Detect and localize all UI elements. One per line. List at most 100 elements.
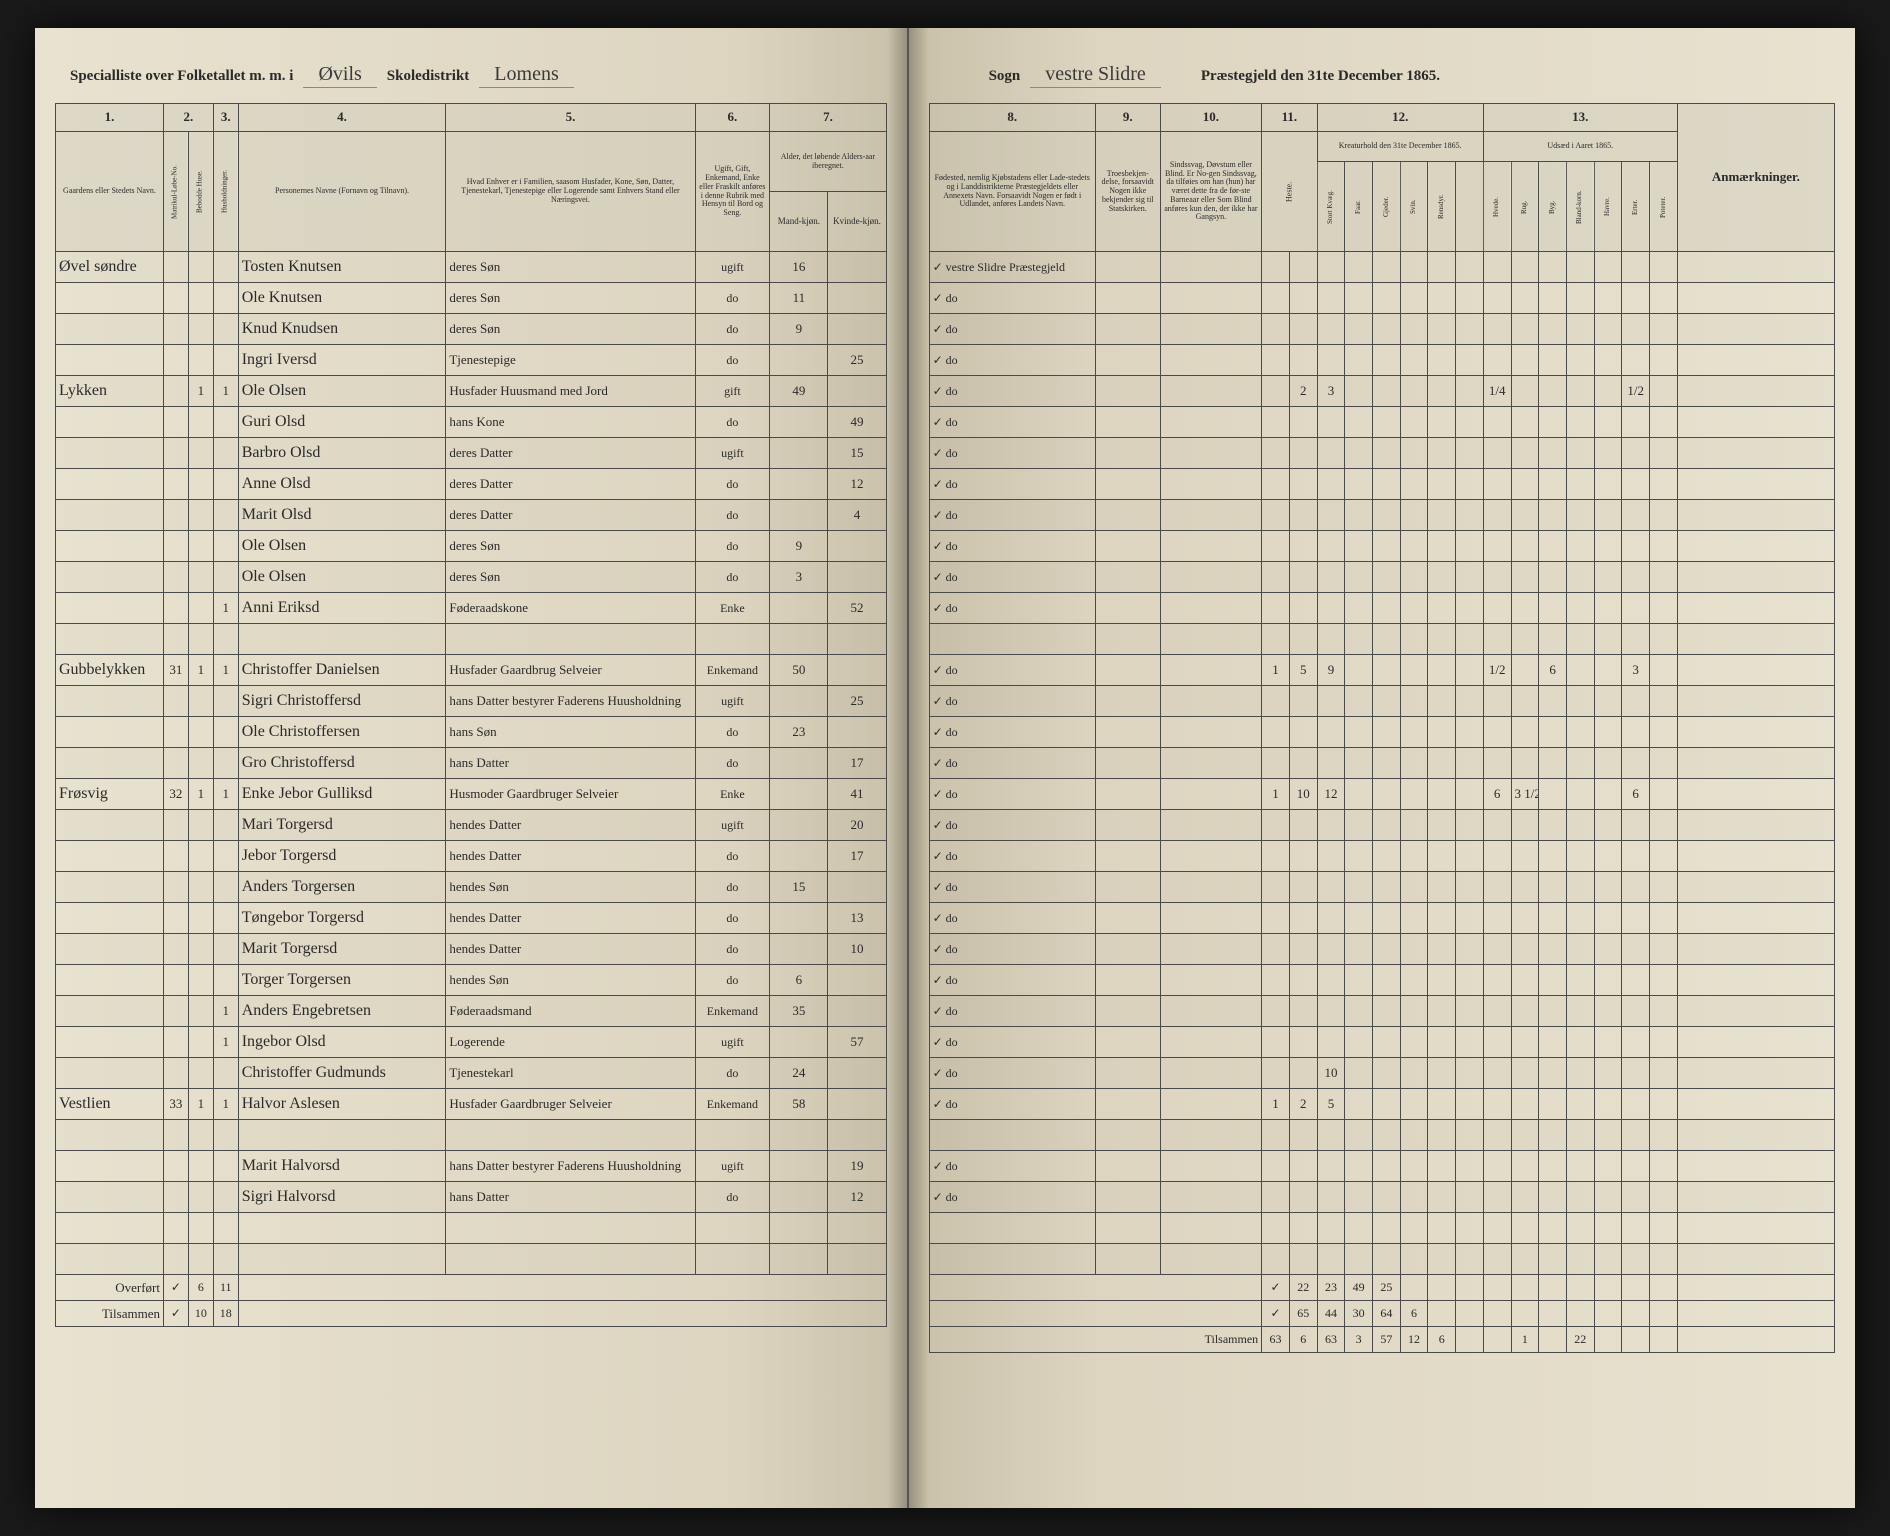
count-cell (1400, 965, 1428, 996)
age-f-cell (828, 1120, 886, 1151)
count-cell (1650, 748, 1678, 779)
table-row: Torger Torgersenhendes Søndo6 (56, 965, 887, 996)
house-cell (188, 345, 213, 376)
count-cell (1428, 500, 1456, 531)
faith-cell (1095, 407, 1160, 438)
count-cell (1317, 314, 1345, 345)
col-11: 11. (1262, 104, 1317, 132)
condition-cell (1160, 655, 1262, 686)
count-cell (1262, 438, 1290, 469)
condition-cell (1160, 841, 1262, 872)
count-cell (1289, 1151, 1317, 1182)
count-cell (1483, 965, 1511, 996)
count-cell (1456, 1058, 1484, 1089)
age-m-cell (770, 1151, 828, 1182)
count-cell (1539, 376, 1567, 407)
col-desc: Svin. (1400, 162, 1428, 252)
count-cell (1650, 717, 1678, 748)
place-cell (56, 717, 164, 748)
col-desc: Gaardens eller Stedets Navn. (56, 132, 164, 252)
footer-val (1650, 1327, 1678, 1353)
count-cell (1622, 469, 1650, 500)
count-cell (1483, 686, 1511, 717)
count-cell (1622, 934, 1650, 965)
count-cell (1373, 1244, 1401, 1275)
count-cell: 6 (1483, 779, 1511, 810)
count-cell (1566, 748, 1594, 779)
person-name-cell: Ingri Iversd (238, 345, 446, 376)
household-cell: 1 (213, 655, 238, 686)
count-cell (1511, 624, 1539, 655)
col-desc: Byg. (1539, 162, 1567, 252)
age-m-cell (770, 903, 828, 934)
count-cell (1456, 717, 1484, 748)
count-cell (1456, 965, 1484, 996)
count-cell (1539, 407, 1567, 438)
footer-val (1566, 1301, 1594, 1327)
count-cell (1539, 748, 1567, 779)
count-cell (1262, 1182, 1290, 1213)
condition-cell (1160, 1182, 1262, 1213)
remarks-cell (1677, 717, 1834, 748)
count-cell (1511, 841, 1539, 872)
civil-cell: do (695, 965, 770, 996)
faith-cell (1095, 562, 1160, 593)
civil-cell: do (695, 500, 770, 531)
age-f-cell: 52 (828, 593, 886, 624)
count-cell (1373, 345, 1401, 376)
count-cell (1456, 562, 1484, 593)
count-cell (1317, 531, 1345, 562)
count-cell (1622, 1244, 1650, 1275)
count-cell (1650, 562, 1678, 593)
count-cell (1566, 1244, 1594, 1275)
count-cell (1650, 810, 1678, 841)
count-cell (1511, 500, 1539, 531)
footer-val: 65 (1289, 1301, 1317, 1327)
count-cell (1650, 841, 1678, 872)
count-cell (1400, 996, 1428, 1027)
count-cell (1428, 903, 1456, 934)
civil-cell: ugift (695, 1027, 770, 1058)
count-cell (1594, 283, 1622, 314)
table-row: Tøngebor Torgersdhendes Datterdo13 (56, 903, 887, 934)
count-cell (1594, 748, 1622, 779)
count-cell: 6 (1539, 655, 1567, 686)
count-cell (1622, 965, 1650, 996)
count-cell (1289, 1213, 1317, 1244)
house-cell (188, 810, 213, 841)
remarks-cell (1677, 562, 1834, 593)
household-cell: 1 (213, 1027, 238, 1058)
header-fill: Lomens (479, 63, 573, 88)
table-row: ✓ do (929, 748, 1834, 779)
count-cell (1566, 903, 1594, 934)
place-cell (56, 469, 164, 500)
remarks-cell (1677, 1120, 1834, 1151)
count-cell (1594, 1120, 1622, 1151)
count-cell (1511, 872, 1539, 903)
count-cell (1511, 1151, 1539, 1182)
count-cell (1262, 531, 1290, 562)
count-cell (1483, 748, 1511, 779)
age-m-cell (770, 1213, 828, 1244)
count-cell (1456, 531, 1484, 562)
count-cell (1539, 1151, 1567, 1182)
faith-cell (1095, 965, 1160, 996)
count-cell (1373, 903, 1401, 934)
footer-val: 6 (1428, 1327, 1456, 1353)
birthplace-cell: ✓ do (929, 469, 1095, 500)
count-cell (1428, 1213, 1456, 1244)
col-desc: Fødested, nemlig Kjøbstadens eller Lade-… (929, 132, 1095, 252)
birthplace-cell: ✓ do (929, 407, 1095, 438)
count-cell (1511, 996, 1539, 1027)
count-cell: 1 (1262, 779, 1290, 810)
count-cell (1345, 1151, 1373, 1182)
household-cell (213, 283, 238, 314)
remarks-cell (1677, 593, 1834, 624)
count-cell: 2 (1289, 1089, 1317, 1120)
count-cell (1539, 903, 1567, 934)
household-cell (213, 903, 238, 934)
count-cell (1594, 1151, 1622, 1182)
count-cell (1428, 252, 1456, 283)
count-cell (1650, 996, 1678, 1027)
count-cell (1622, 500, 1650, 531)
